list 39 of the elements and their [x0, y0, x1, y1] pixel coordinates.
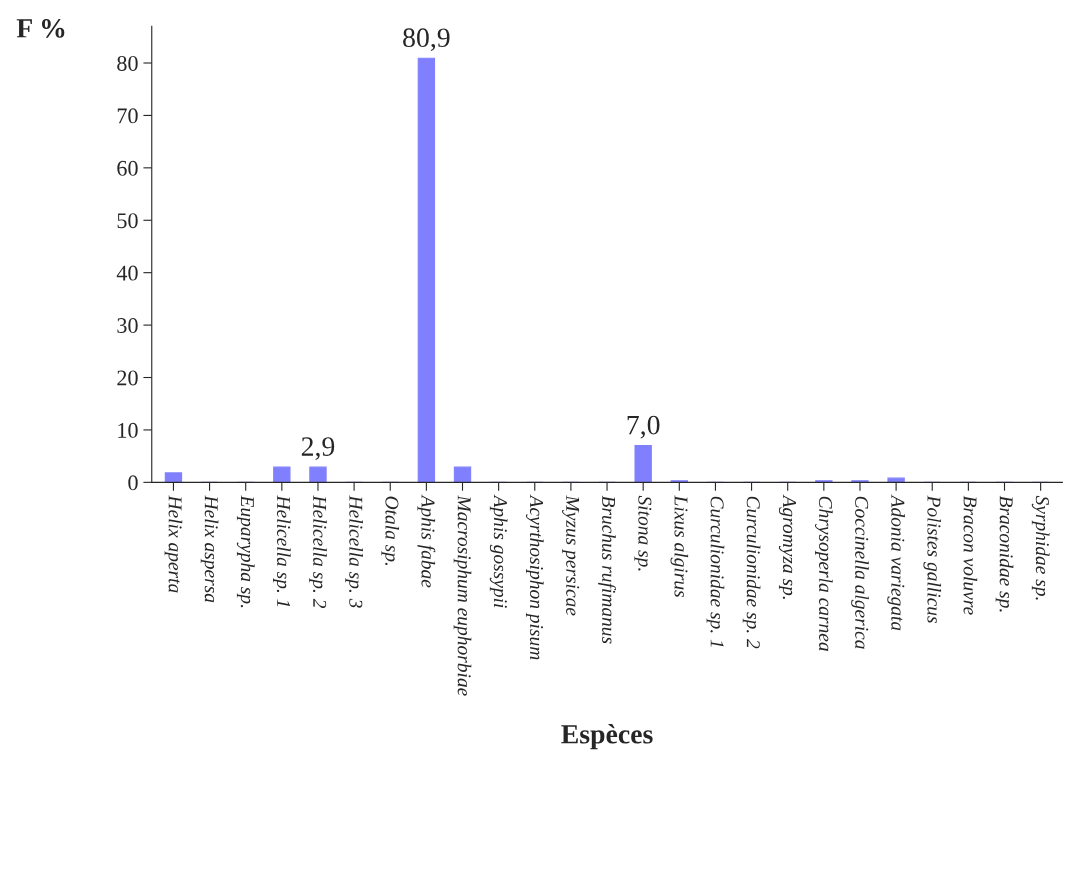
- x-tick-label: Polistes gallicus: [923, 495, 942, 623]
- data-label: 2,9: [301, 437, 335, 460]
- x-axis-title: Espèces: [561, 724, 653, 750]
- y-tick-label: 10: [118, 422, 138, 438]
- x-tick-label: Lixus algirus: [670, 495, 689, 598]
- y-tick-label: 50: [117, 213, 138, 229]
- x-tick-label: Curculionidae sp. 2: [742, 496, 761, 649]
- x-tick-label: Macrosiphum euphorbiae: [453, 495, 472, 696]
- data-label: 7,0: [627, 415, 660, 439]
- x-tick-label: Helix aspersa: [200, 495, 219, 603]
- y-tick-label: 70: [117, 108, 138, 124]
- y-tick-label: 80: [117, 55, 138, 71]
- x-tick-label: Chrysoperla carnea: [815, 496, 833, 651]
- y-tick-label: 60: [117, 160, 138, 176]
- x-tick-label: Helicella sp. 1: [273, 495, 291, 607]
- y-tick-label: 0: [128, 475, 138, 491]
- x-tick-label: Adonia variegata: [887, 494, 905, 631]
- y-axis-title: F %: [16, 18, 65, 38]
- x-tick-label: Syrphidae sp.: [1031, 495, 1050, 600]
- x-tick-label: Helicella sp. 2: [309, 495, 327, 608]
- x-tick-label: Otala sp.: [381, 496, 400, 566]
- x-tick-label: Sitona sp.: [634, 495, 652, 571]
- x-tick-label: Agromyza sp.: [778, 494, 796, 599]
- x-tick-label: Myzus persicae: [562, 495, 580, 616]
- x-tick-label: Bruchus rufimanus: [598, 495, 616, 644]
- x-tick-label: Coccinella algerica: [851, 496, 869, 649]
- x-tick-label: Euparypha sp.: [236, 495, 255, 608]
- y-tick-label: 40: [116, 265, 138, 281]
- x-tick-label: Braconidae sp.: [995, 495, 1014, 612]
- x-tick-label: Aphis gossypii: [489, 494, 508, 608]
- x-tick-label: Helicella sp. 3: [345, 495, 363, 608]
- x-tick-label: Aphis fabae: [417, 494, 436, 588]
- x-tick-label: Bracon voluvre: [963, 495, 978, 615]
- x-tick-label: Helix aperta: [164, 495, 183, 593]
- y-tick-label: 20: [117, 370, 138, 386]
- y-tick-label: 30: [117, 318, 138, 334]
- x-tick-label: Acyrthosiphon pisum: [525, 494, 544, 660]
- data-label: 80,9: [403, 28, 450, 52]
- x-tick-label: Curculionidae sp. 1: [706, 496, 725, 647]
